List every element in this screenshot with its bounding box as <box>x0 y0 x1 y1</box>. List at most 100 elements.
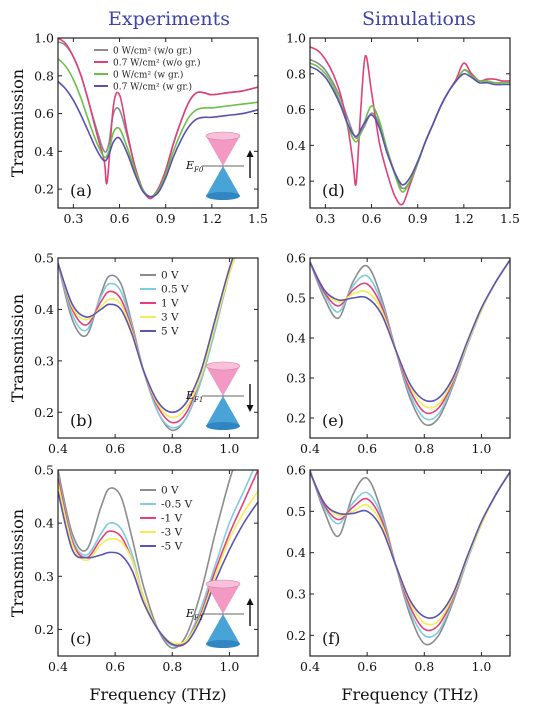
x-tick-label: 0.8 <box>414 659 434 674</box>
series-line-d-3 <box>310 65 510 186</box>
upper-cone-rim <box>205 361 241 371</box>
lower-cone-rim <box>206 640 240 648</box>
y-tick-label: 0.6 <box>34 106 54 121</box>
legend-label: 0 W/cm² (w gr.) <box>113 70 183 81</box>
legend-label: 5 V <box>161 326 179 338</box>
x-tick-label: 0.4 <box>300 659 320 674</box>
x-tick-label: 0.6 <box>105 441 125 456</box>
y-tick-label: 0.6 <box>286 251 306 266</box>
x-tick-label: 1.0 <box>219 441 239 456</box>
y-tick-label: 0.4 <box>34 144 54 159</box>
x-tick-label: 0.6 <box>362 211 382 226</box>
y-tick-label: 0.5 <box>34 251 54 266</box>
dirac-cone-inset: E F1 <box>185 579 254 648</box>
series-line-f-3 <box>310 471 510 626</box>
lower-cone-rim <box>206 192 240 200</box>
x-tick-label: 0.8 <box>162 659 182 674</box>
series-line-a-2 <box>58 58 258 198</box>
series-line-b-1 <box>58 258 236 429</box>
arrow-up-icon <box>246 598 254 605</box>
y-tick-label: 0.3 <box>286 371 306 386</box>
fermi-subscript: F1 <box>193 396 203 404</box>
y-tick-label: 0.3 <box>286 587 306 602</box>
y-tick-label: 0.6 <box>286 463 306 478</box>
series-group <box>58 258 236 432</box>
y-tick-label: 0.5 <box>286 291 306 306</box>
series-line-f-2 <box>310 471 510 632</box>
y-tick-label: 0.2 <box>286 628 306 643</box>
legend-label: 0 W/cm² (w/o gr.) <box>113 46 192 57</box>
dirac-cone-inset: E F1 <box>185 361 254 430</box>
y-tick-label: 0.4 <box>34 302 54 317</box>
series-line-f-1 <box>310 471 510 638</box>
upper-cone <box>206 366 240 396</box>
series-line-f-0 <box>310 470 510 646</box>
x-axis-label: Frequency (THz) <box>89 685 226 704</box>
x-tick-label: 0.9 <box>156 211 176 226</box>
y-tick-label: 0.4 <box>286 545 306 560</box>
panel-b: 0.4 0.6 0.8 1.0 0.2 0.3 0.4 0.5 Transmission (b) 0… <box>8 251 259 456</box>
panel-a: 0.3 0.6 0.9 1.2 1.5 0.2 0.4 0.6 0.8 1.0 Transmissi… <box>8 31 268 227</box>
lower-cone <box>206 396 240 426</box>
fermi-subscript: F0 <box>193 166 204 174</box>
plot-frame <box>57 37 259 209</box>
panel-e: 0.4 0.6 0.8 1.0 0.2 0.3 0.4 0.5 0.6 (e) <box>286 251 511 456</box>
lower-cone <box>206 614 240 644</box>
y-axis-label: Transmission <box>8 509 27 617</box>
legend-label: 0.5 V <box>161 284 189 296</box>
panel-label: (f) <box>322 629 340 648</box>
upper-cone <box>206 136 240 166</box>
legend-label: -1 V <box>161 513 183 525</box>
series-group <box>58 470 258 649</box>
panel-f: 0.4 0.6 0.8 1.0 0.2 0.3 0.4 0.5 0.6 Frequency (TH… <box>286 463 511 704</box>
series-line-a-3 <box>58 80 258 198</box>
upper-cone-rim <box>205 131 241 141</box>
series-line-e-3 <box>310 259 510 409</box>
y-axis-label: Transmission <box>8 294 27 402</box>
x-tick-label: 0.4 <box>300 441 320 456</box>
plot-frame <box>57 257 259 439</box>
series-line-b-4 <box>58 258 234 414</box>
series-line-e-0 <box>310 259 510 427</box>
x-tick-label: 0.6 <box>105 659 125 674</box>
x-tick-label: 1.0 <box>219 659 239 674</box>
fermi-label: E <box>185 607 194 620</box>
y-tick-label: 0.2 <box>34 405 54 420</box>
plot-frame <box>309 257 511 439</box>
series-line-c-0 <box>58 470 234 649</box>
x-tick-label: 0.6 <box>357 441 377 456</box>
arrow-down-icon <box>246 405 254 412</box>
x-tick-label: 0.8 <box>162 441 182 456</box>
x-tick-label: 0.4 <box>48 659 68 674</box>
y-tick-label: 0.6 <box>286 102 306 117</box>
series-line-c-4 <box>58 491 258 647</box>
y-tick-label: 0.2 <box>34 182 54 197</box>
legend: 0 V -0.5 V -1 V -3 V -5 V <box>140 485 193 553</box>
legend: 0 W/cm² (w/o gr.)0.7 W/cm² (w/o gr.)0 W/… <box>94 46 200 93</box>
y-tick-label: 0.2 <box>286 174 306 189</box>
series-group <box>310 259 510 427</box>
series-line-e-4 <box>310 259 510 403</box>
panel-d: 0.3 0.6 0.9 1.2 1.5 0.2 0.4 0.6 0.8 1.0 (d) <box>286 31 520 227</box>
panel-label: (a) <box>70 181 92 200</box>
x-tick-label: 1.2 <box>454 211 474 226</box>
legend-label: 0.7 W/cm² (w/o gr.) <box>113 58 200 69</box>
lower-cone <box>206 166 240 196</box>
series-line-d-0 <box>310 58 510 190</box>
legend-label: 3 V <box>161 312 179 324</box>
lower-cone-rim <box>206 422 240 430</box>
x-tick-label: 1.0 <box>471 659 491 674</box>
panel-label: (c) <box>70 629 91 648</box>
y-tick-label: 1.0 <box>34 31 54 46</box>
experiments-title: Experiments <box>108 8 231 30</box>
x-tick-label: 0.9 <box>408 211 428 226</box>
dirac-cone-inset: E F0 <box>185 131 254 200</box>
y-tick-label: 0.8 <box>286 66 306 81</box>
y-tick-label: 0.4 <box>286 331 306 346</box>
x-tick-label: 0.3 <box>315 211 335 226</box>
legend: 0 V 0.5 V 1 V 3 V 5 V <box>140 270 189 338</box>
series-line-b-2 <box>58 258 236 424</box>
series-line-e-2 <box>310 259 510 415</box>
series-group <box>310 470 510 646</box>
